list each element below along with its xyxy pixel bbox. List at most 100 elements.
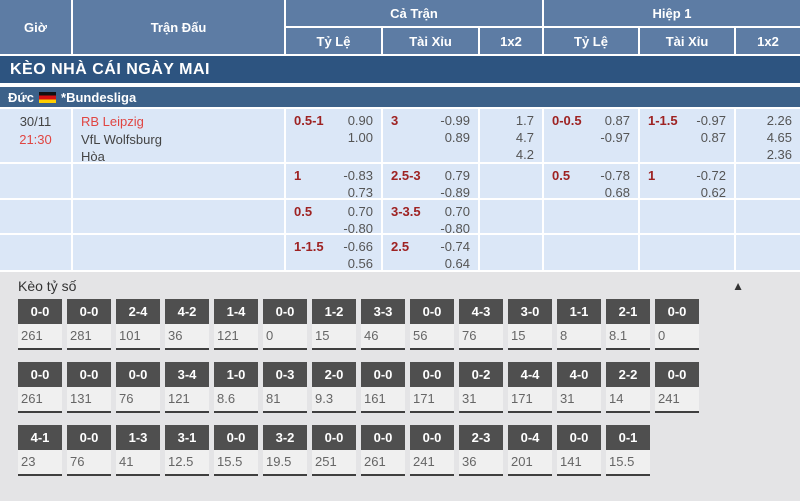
- odds-value: 0.87: [604, 113, 630, 128]
- handicap-cell-full[interactable]: 1-1.5 -0.66 0.56: [286, 235, 381, 271]
- score-chip: 0-0: [214, 425, 258, 450]
- score-row: 0-0 261 0-0 131 0-0 76 3-4 121 1-0 8.6 0-3 81 2-0 9.3…: [0, 362, 800, 413]
- score-odds: 23: [21, 454, 36, 469]
- score-row: 0-0 261 0-0 281 2-4 101 4-2 36 1-4 121 0-0 0 1-2 15 3-…: [0, 299, 800, 350]
- over-under-cell-full[interactable]: 3-3.5 0.70 -0.80: [383, 200, 478, 236]
- score-cell[interactable]: 0-0 171: [410, 362, 454, 413]
- score-odds: 31: [560, 391, 575, 406]
- odds-value: -0.80: [343, 220, 373, 236]
- score-cell[interactable]: 0-0 161: [361, 362, 405, 413]
- score-cell[interactable]: 0-0 15.5: [214, 425, 258, 476]
- score-cell[interactable]: 2-3 36: [459, 425, 503, 476]
- score-odds: 15.5: [217, 454, 243, 469]
- score-cell[interactable]: 3-2 19.5: [263, 425, 307, 476]
- league-row[interactable]: Đức *Bundesliga: [0, 87, 800, 107]
- score-cell[interactable]: 0-0 261: [18, 299, 62, 350]
- collapse-up-icon[interactable]: ▲: [732, 278, 744, 293]
- score-chip: 4-1: [18, 425, 62, 450]
- over-under-cell-half[interactable]: 1 -0.72 0.62: [640, 164, 734, 200]
- match-cell: [73, 235, 284, 270]
- one-x-two-cell-half: [736, 164, 800, 198]
- score-cell[interactable]: 0-0 241: [655, 362, 699, 413]
- score-chip: 1-0: [214, 362, 258, 387]
- score-chip: 0-0: [18, 362, 62, 387]
- score-cell[interactable]: 0-0 0: [655, 299, 699, 350]
- score-odds: 261: [21, 328, 43, 343]
- score-cell[interactable]: 0-0 241: [410, 425, 454, 476]
- score-cell[interactable]: 0-2 31: [459, 362, 503, 413]
- score-cell[interactable]: 1-1 8: [557, 299, 601, 350]
- score-chip: 0-0: [655, 299, 699, 324]
- score-cell[interactable]: 0-0 261: [361, 425, 405, 476]
- score-chip: 0-0: [67, 425, 111, 450]
- score-chip: 0-0: [312, 425, 356, 450]
- score-cell[interactable]: 0-0 281: [67, 299, 111, 350]
- score-cell[interactable]: 1-0 8.6: [214, 362, 258, 413]
- score-cell[interactable]: 2-4 101: [116, 299, 160, 350]
- score-chip: 0-0: [557, 425, 601, 450]
- score-cell[interactable]: 0-0 0: [263, 299, 307, 350]
- score-cell[interactable]: 2-2 14: [606, 362, 650, 413]
- odds-value: -0.89: [440, 184, 470, 200]
- score-cell[interactable]: 0-0 76: [116, 362, 160, 413]
- score-chip: 0-1: [606, 425, 650, 450]
- score-cell[interactable]: 2-0 9.3: [312, 362, 356, 413]
- odds-grid: 30/11 21:30 RB Leipzig VfL Wolfsburg Hòa 0.5-…: [0, 109, 800, 271]
- score-chip: 4-3: [459, 299, 503, 324]
- score-cell[interactable]: 4-0 31: [557, 362, 601, 413]
- score-cell[interactable]: 0-0 131: [67, 362, 111, 413]
- score-cell[interactable]: 0-0 251: [312, 425, 356, 476]
- score-cell[interactable]: 0-3 81: [263, 362, 307, 413]
- score-odds: 141: [560, 454, 582, 469]
- score-cell[interactable]: 0-0 141: [557, 425, 601, 476]
- score-odds: 76: [119, 391, 134, 406]
- score-cell[interactable]: 1-4 121: [214, 299, 258, 350]
- over-under-cell-full[interactable]: 3 -0.99 0.89: [383, 109, 478, 162]
- score-cell[interactable]: 0-4 201: [508, 425, 552, 476]
- score-cell[interactable]: 4-2 36: [165, 299, 209, 350]
- score-cell[interactable]: 2-1 8.1: [606, 299, 650, 350]
- score-chip: 0-0: [67, 299, 111, 324]
- handicap-cell-full[interactable]: 1 -0.83 0.73: [286, 164, 381, 200]
- odds-value: 0.79: [444, 168, 470, 183]
- score-cell[interactable]: 0-0 56: [410, 299, 454, 350]
- one-x-two-cell-full[interactable]: 1.7 4.7 4.2: [480, 109, 542, 162]
- score-chip: 0-3: [263, 362, 307, 387]
- handicap-cell-half[interactable]: 0.5 -0.78 0.68: [544, 164, 638, 200]
- score-odds: 261: [364, 454, 386, 469]
- handicap-line: 1-1.5: [294, 239, 324, 254]
- over-under-cell-half: [640, 235, 734, 270]
- score-odds: 41: [119, 454, 134, 469]
- score-cell[interactable]: 4-4 171: [508, 362, 552, 413]
- score-odds: 15: [511, 328, 526, 343]
- over-under-cell-half[interactable]: 1-1.5 -0.97 0.87: [640, 109, 734, 162]
- handicap-cell-full[interactable]: 0.5 0.70 -0.80: [286, 200, 381, 236]
- handicap-cell-full[interactable]: 0.5-1 0.90 1.00: [286, 109, 381, 162]
- score-cell[interactable]: 3-0 15: [508, 299, 552, 350]
- score-cell[interactable]: 1-2 15: [312, 299, 356, 350]
- one-x-two-cell-full: [480, 235, 542, 270]
- score-odds: 241: [658, 391, 680, 406]
- score-odds: 261: [21, 391, 43, 406]
- score-cell[interactable]: 3-1 12.5: [165, 425, 209, 476]
- league-country: Đức: [8, 89, 35, 105]
- score-cell[interactable]: 3-4 121: [165, 362, 209, 413]
- away-team: VfL Wolfsburg: [81, 131, 162, 147]
- score-cell[interactable]: 4-3 76: [459, 299, 503, 350]
- odds-values: 0.90 1.00: [348, 113, 373, 158]
- score-cell[interactable]: 0-0 76: [67, 425, 111, 476]
- header-handicap-half: Tỷ Lệ: [544, 28, 638, 54]
- handicap-line: 1: [648, 168, 656, 183]
- score-cell[interactable]: 4-1 23: [18, 425, 62, 476]
- score-chip: 3-0: [508, 299, 552, 324]
- score-chip: 0-0: [410, 299, 454, 324]
- score-cell[interactable]: 1-3 41: [116, 425, 160, 476]
- score-cell[interactable]: 3-3 46: [361, 299, 405, 350]
- over-under-cell-full[interactable]: 2.5-3 0.79 -0.89: [383, 164, 478, 200]
- score-cell[interactable]: 0-1 15.5: [606, 425, 650, 476]
- over-under-cell-full[interactable]: 2.5 -0.74 0.64: [383, 235, 478, 271]
- score-odds: 56: [413, 328, 428, 343]
- handicap-cell-half[interactable]: 0-0.5 0.87 -0.97: [544, 109, 638, 162]
- score-cell[interactable]: 0-0 261: [18, 362, 62, 413]
- one-x-two-cell-half[interactable]: 2.26 4.65 2.36: [736, 109, 800, 162]
